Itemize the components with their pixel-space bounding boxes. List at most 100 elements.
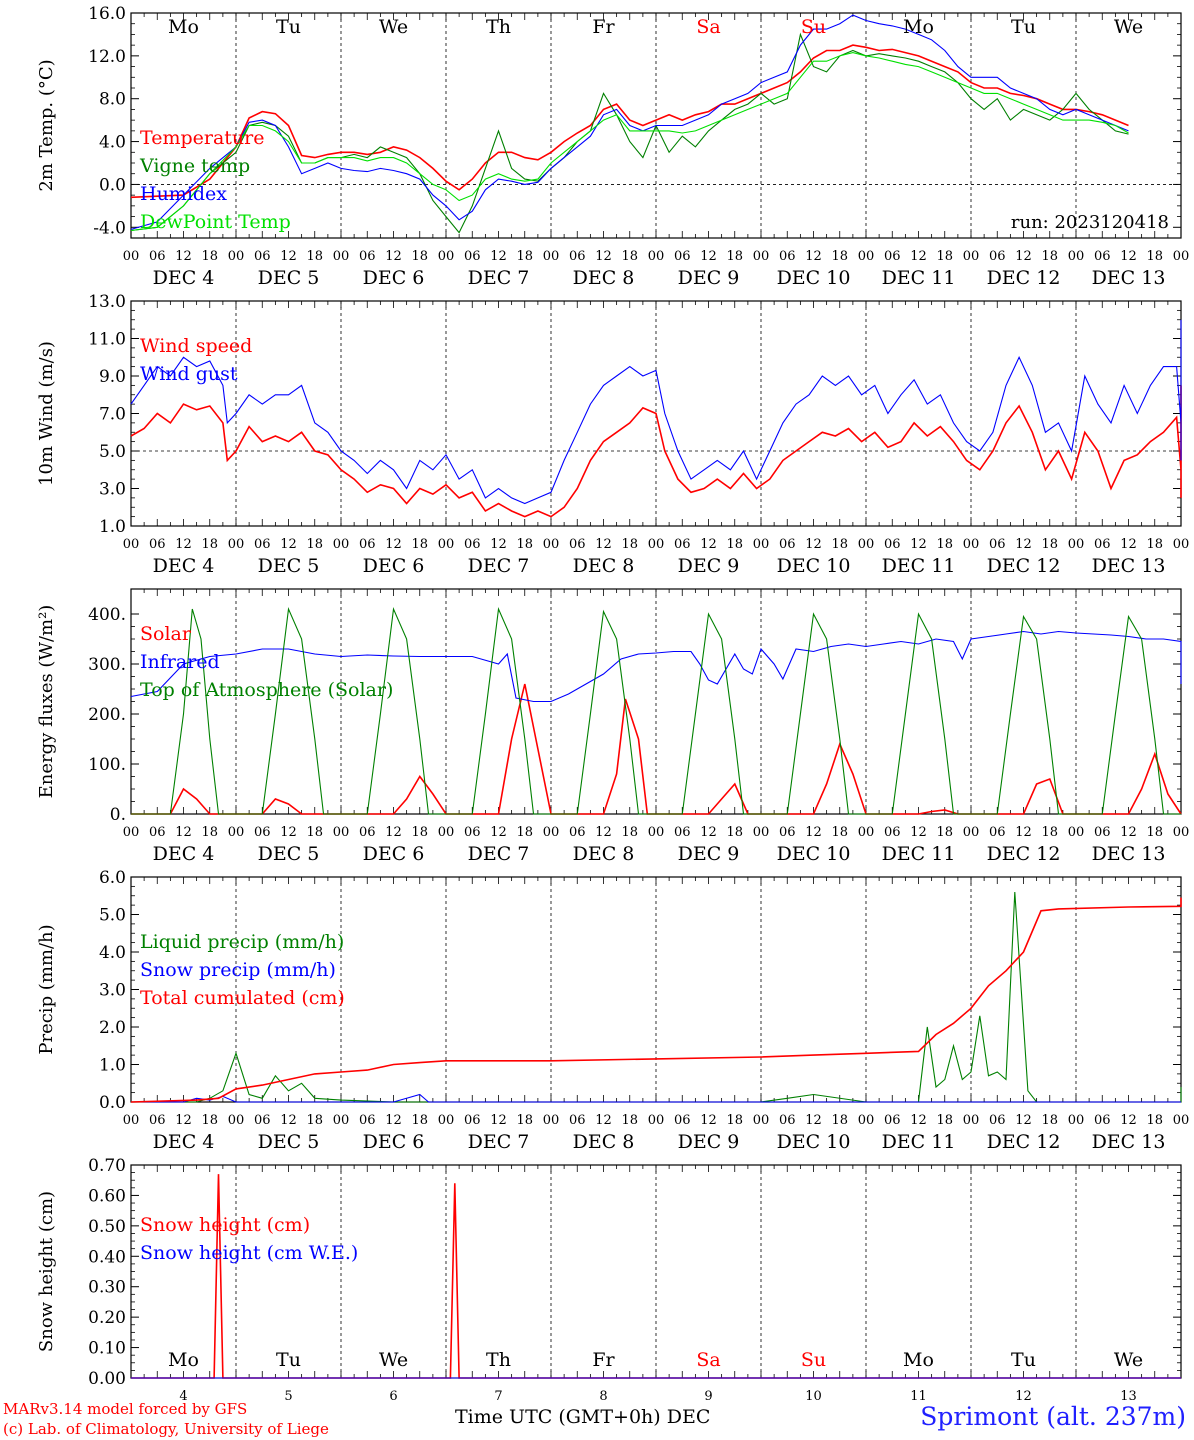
hour-tick-label: 12: [1015, 1113, 1032, 1128]
hour-tick-label: 12: [385, 825, 402, 840]
legend-entry: Snow precip (mm/h): [140, 959, 336, 981]
hour-tick-label: 12: [805, 537, 822, 552]
hour-tick-label: 06: [569, 825, 586, 840]
hour-tick-label: 06: [359, 825, 376, 840]
hour-tick-label: 18: [306, 537, 323, 552]
hour-tick-label: 18: [1041, 249, 1058, 264]
legend-entry: Total cumulated (cm): [140, 987, 345, 1009]
hour-tick-label: 18: [621, 249, 638, 264]
hour-tick-label: 00: [963, 249, 980, 264]
weekday-label: Mo: [903, 16, 934, 38]
hour-tick-label: 06: [254, 1113, 271, 1128]
hour-tick-label: 06: [884, 825, 901, 840]
hour-tick-label: 18: [936, 825, 953, 840]
hour-tick-label: 00: [438, 249, 455, 264]
hour-tick-label: 00: [1068, 249, 1085, 264]
hour-tick-label: 06: [1094, 249, 1111, 264]
y-tick-label: 300.: [88, 655, 126, 675]
date-label: DEC 9: [678, 843, 740, 865]
time-axis-label: Time UTC (GMT+0h) DEC: [455, 1406, 711, 1428]
hour-tick-label: 06: [779, 825, 796, 840]
hour-tick-label: 12: [700, 537, 717, 552]
day-number-label: 5: [284, 1389, 292, 1404]
y-axis-label: 10m Wind (m/s): [36, 341, 57, 486]
date-label: DEC 10: [777, 1131, 851, 1153]
station-title: Sprimont (alt. 237m): [920, 1402, 1186, 1431]
hour-tick-label: 18: [726, 537, 743, 552]
date-label: DEC 4: [153, 267, 215, 289]
hour-tick-label: 06: [569, 537, 586, 552]
date-label: DEC 7: [468, 843, 530, 865]
y-tick-label: 2.0: [99, 1018, 126, 1038]
hour-tick-label: 18: [516, 537, 533, 552]
model-credit: MARv3.14 model forced by GFS: [3, 1400, 248, 1418]
date-label: DEC 8: [573, 843, 635, 865]
series-line-wind-0: [130, 385, 1182, 518]
y-axis-label: 2m Temp. (°C): [36, 59, 57, 191]
day-number-label: 10: [805, 1389, 822, 1404]
hour-tick-label: 00: [1068, 825, 1085, 840]
hour-tick-label: 06: [884, 249, 901, 264]
series-line-temp-2: [130, 14, 1129, 230]
hour-tick-label: 18: [1146, 1113, 1163, 1128]
hour-tick-label: 18: [621, 1113, 638, 1128]
hour-tick-label: 00: [543, 1113, 560, 1128]
series-line-wind-1: [130, 319, 1182, 505]
hour-tick-label: 12: [175, 1113, 192, 1128]
hour-tick-label: 00: [963, 1113, 980, 1128]
hour-tick-label: 06: [779, 537, 796, 552]
weekday-label: We: [1114, 1349, 1143, 1371]
hour-tick-label: 00: [1173, 825, 1190, 840]
hour-tick-label: 18: [621, 537, 638, 552]
hour-tick-label: 00: [123, 1113, 140, 1128]
hour-tick-label: 12: [910, 1113, 927, 1128]
y-tick-label: 0.: [110, 805, 126, 825]
hour-tick-label: 06: [569, 1113, 586, 1128]
hour-tick-label: 12: [1120, 537, 1137, 552]
hour-tick-label: 06: [149, 537, 166, 552]
hour-tick-label: 12: [1015, 825, 1032, 840]
y-tick-label: 3.0: [99, 981, 126, 1001]
hour-tick-label: 00: [753, 249, 770, 264]
date-label: DEC 13: [1092, 267, 1166, 289]
hour-tick-label: 06: [674, 825, 691, 840]
hour-tick-label: 00: [753, 1113, 770, 1128]
weekday-label: Mo: [168, 1349, 199, 1371]
date-label: DEC 10: [777, 267, 851, 289]
hour-tick-label: 12: [700, 825, 717, 840]
hour-tick-label: 00: [963, 537, 980, 552]
series-line-temp-3: [130, 52, 1129, 232]
hour-tick-label: 12: [1120, 825, 1137, 840]
y-tick-label: 13.0: [88, 292, 126, 312]
hour-tick-label: 00: [753, 537, 770, 552]
hour-tick-label: 06: [464, 1113, 481, 1128]
hour-tick-label: 18: [1146, 537, 1163, 552]
hour-tick-label: 12: [595, 249, 612, 264]
date-label: DEC 6: [363, 843, 425, 865]
hour-tick-label: 18: [1146, 249, 1163, 264]
date-label: DEC 6: [363, 1131, 425, 1153]
y-tick-label: 0.0: [99, 175, 126, 195]
day-number-label: 9: [704, 1389, 712, 1404]
hour-tick-label: 00: [648, 537, 665, 552]
date-label: DEC 11: [882, 1131, 956, 1153]
hour-tick-label: 12: [595, 1113, 612, 1128]
hour-tick-label: 00: [1068, 1113, 1085, 1128]
weekday-label: Th: [486, 1349, 511, 1371]
run-label: run: 2023120418: [1011, 212, 1169, 233]
y-axis-label: Snow height (cm): [36, 1191, 57, 1352]
weekday-label: Tu: [1011, 1349, 1036, 1371]
date-label: DEC 4: [153, 1131, 215, 1153]
legend-entry: Humidex: [140, 183, 227, 205]
date-label: DEC 4: [153, 843, 215, 865]
weekday-label: Sa: [696, 1349, 720, 1371]
hour-tick-label: 12: [490, 537, 507, 552]
hour-tick-label: 00: [753, 825, 770, 840]
hour-tick-label: 06: [359, 537, 376, 552]
y-tick-label: 0.0: [99, 1093, 126, 1113]
hour-tick-label: 12: [175, 249, 192, 264]
hour-tick-label: 00: [438, 825, 455, 840]
date-label: DEC 8: [573, 555, 635, 577]
hour-tick-label: 18: [516, 825, 533, 840]
